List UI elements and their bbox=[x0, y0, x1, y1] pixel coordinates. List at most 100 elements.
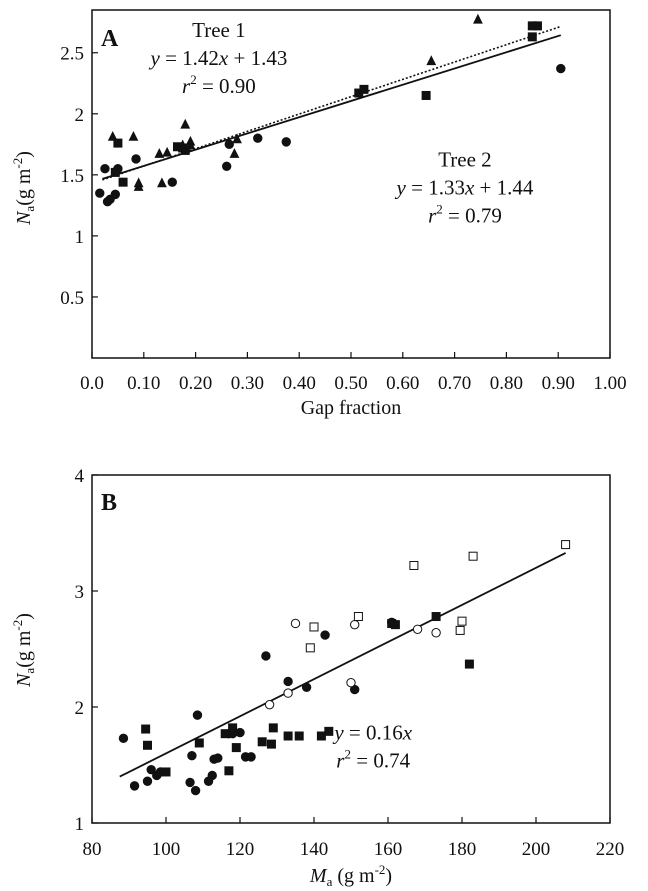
regression-equation: y = 1.33x + 1.44 bbox=[395, 175, 534, 199]
filled-square-point bbox=[283, 731, 293, 741]
x-tick-label: 0.20 bbox=[179, 373, 212, 394]
filled-circle-point bbox=[281, 137, 291, 147]
filled-square-point bbox=[161, 767, 171, 777]
x-tick-label: 140 bbox=[300, 839, 329, 860]
y-tick-label: 1 bbox=[75, 814, 85, 835]
filled-circle-point bbox=[95, 188, 105, 198]
x-tick-label: 0.60 bbox=[386, 373, 419, 394]
filled-circle-point bbox=[129, 781, 140, 791]
filled-circle-point bbox=[320, 630, 330, 640]
y-tick-label: 4 bbox=[75, 466, 85, 487]
panel-b-y-ticks: 1 2 3 4 bbox=[75, 466, 98, 835]
open-circle-point bbox=[412, 624, 423, 634]
filled-triangle-point bbox=[473, 13, 483, 24]
filled-square-point bbox=[324, 726, 334, 736]
filled-circle-point bbox=[301, 682, 312, 692]
x-tick-label: 0.10 bbox=[127, 373, 160, 394]
filled-triangle-point bbox=[232, 133, 242, 144]
filled-circle-point bbox=[192, 710, 203, 720]
filled-square-point bbox=[143, 740, 152, 750]
filled-square-point bbox=[464, 659, 474, 669]
filled-square-point bbox=[268, 723, 278, 733]
panel-b-y-axis-label: Na(g m-2) bbox=[10, 613, 37, 688]
y-tick-label: 1 bbox=[75, 227, 85, 248]
filled-circle-point bbox=[556, 63, 566, 74]
filled-triangle-point bbox=[162, 146, 173, 157]
x-tick-label: 120 bbox=[226, 839, 255, 860]
filled-square-point bbox=[228, 723, 238, 733]
filled-square-point bbox=[220, 729, 230, 739]
regression-equation: y = 0.16x bbox=[332, 720, 412, 744]
open-square-point bbox=[305, 643, 315, 653]
open-square-point bbox=[561, 540, 571, 550]
regression-equation: y = 1.42x + 1.43 bbox=[148, 46, 287, 70]
open-square-point bbox=[455, 625, 465, 635]
filled-square-point bbox=[527, 32, 537, 42]
panel-a: A 0.0 0.10 0.20 0.30 0.40 0.50 0.60 0.70 0.80 0.9… bbox=[10, 9, 627, 419]
panel-a-letter: A bbox=[101, 26, 119, 52]
tree-2-fit-line bbox=[102, 34, 562, 180]
x-tick-label: 220 bbox=[596, 839, 625, 860]
open-circle-point bbox=[283, 688, 293, 698]
filled-square-point bbox=[266, 739, 276, 749]
open-circle-point bbox=[431, 628, 441, 638]
filled-triangle-point bbox=[185, 139, 196, 150]
filled-circle-point bbox=[283, 676, 293, 687]
y-tick-label: 0.5 bbox=[60, 288, 84, 309]
r-squared-label: r2 = 0.79 bbox=[428, 201, 502, 227]
filled-triangle-point bbox=[133, 177, 144, 188]
filled-square-point bbox=[257, 737, 267, 747]
panel-a-y-ticks: 0.5 1 1.5 2 2.5 bbox=[60, 44, 98, 309]
filled-triangle-point bbox=[180, 118, 191, 129]
filled-circle-point bbox=[100, 164, 110, 174]
panel-b-letter: B bbox=[101, 490, 117, 516]
filled-circle-point bbox=[146, 764, 156, 775]
filled-triangle-point bbox=[154, 148, 165, 158]
fit-line bbox=[119, 552, 567, 778]
x-tick-label: 0.80 bbox=[490, 373, 523, 394]
x-tick-label: 1.00 bbox=[593, 373, 626, 394]
x-tick-label: 100 bbox=[152, 839, 181, 860]
filled-circle-point bbox=[110, 189, 121, 200]
y-tick-label: 2 bbox=[75, 698, 85, 719]
x-tick-label: 80 bbox=[83, 839, 102, 860]
open-square-point bbox=[468, 551, 478, 561]
open-square-point bbox=[409, 560, 419, 570]
filled-triangle-point bbox=[426, 55, 437, 66]
panel-b-x-axis-label: Ma (g m-2) bbox=[309, 862, 392, 889]
filled-square-point bbox=[316, 731, 326, 741]
filled-square-point bbox=[113, 138, 123, 148]
filled-circle-point bbox=[253, 133, 263, 143]
y-tick-label: 3 bbox=[75, 582, 85, 603]
filled-circle-point bbox=[235, 727, 245, 738]
open-square-point bbox=[457, 616, 467, 626]
open-circle-point bbox=[290, 618, 301, 629]
x-tick-label: 180 bbox=[448, 839, 477, 860]
filled-square-point bbox=[194, 738, 204, 748]
r-squared-label: r2 = 0.74 bbox=[336, 746, 410, 772]
filled-triangle-point bbox=[107, 130, 118, 141]
annotation-title: Tree 1 bbox=[192, 18, 245, 42]
filled-triangle-point bbox=[229, 148, 240, 158]
panel-b: B 80 100 120 140 160 180 200 220 1 2 3 4 y = 0.16x… bbox=[10, 466, 624, 889]
open-square-point bbox=[309, 622, 319, 632]
filled-triangle-point bbox=[177, 139, 188, 150]
x-tick-label: 200 bbox=[522, 839, 551, 860]
open-circle-point bbox=[264, 699, 275, 710]
filled-square-point bbox=[231, 743, 241, 753]
panel-a-x-axis-label: Gap fraction bbox=[301, 397, 402, 419]
filled-square-point bbox=[224, 766, 234, 776]
panel-a-points bbox=[95, 13, 566, 207]
filled-square-point bbox=[110, 167, 120, 177]
filled-triangle-point bbox=[128, 130, 139, 141]
y-tick-label: 2 bbox=[75, 105, 85, 126]
filled-circle-point bbox=[187, 751, 197, 761]
panel-a-y-axis-label: Na(g m-2) bbox=[10, 151, 37, 226]
panel-b-x-ticks: 80 100 120 140 160 180 200 220 bbox=[83, 817, 625, 860]
x-tick-label: 0.0 bbox=[80, 373, 104, 394]
open-square-point bbox=[353, 612, 363, 622]
filled-square-point bbox=[431, 612, 441, 622]
